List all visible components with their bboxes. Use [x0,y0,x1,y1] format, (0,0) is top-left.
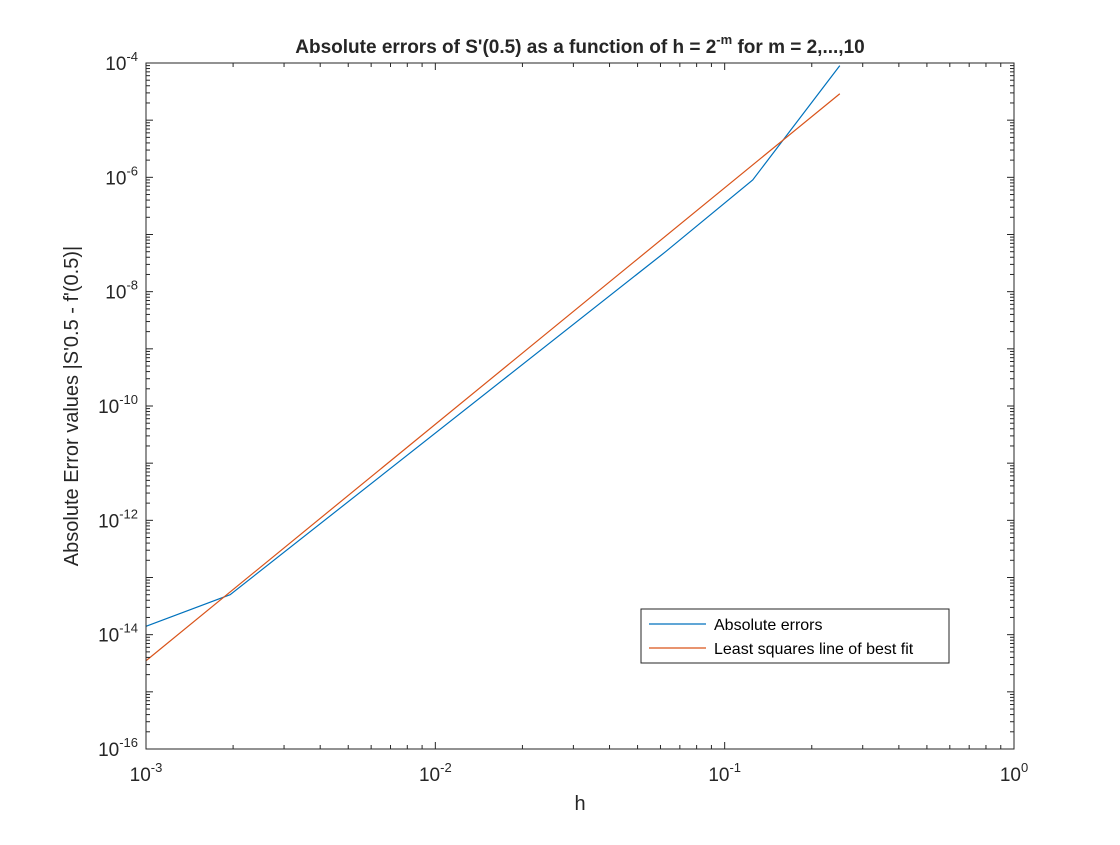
x-tick-label: 10-3 [130,760,163,786]
x-tick-label: 100 [1000,760,1028,786]
tick-marks [145,62,1015,750]
x-tick-labels: 10-3 10-2 10-1 100 [130,760,1029,786]
legend-label-absolute-errors: Absolute errors [714,617,823,634]
chart-title-suffix: for m = 2,...,10 [732,37,865,58]
legend-label-least-squares: Least squares line of best fit [714,641,914,658]
chart-title-prefix: Absolute errors of S'(0.5) as a function… [295,37,716,58]
chart-title-superscript: -m [716,32,732,47]
x-tick-label: 10-2 [419,760,452,786]
y-tick-label: 10-10 [98,392,138,418]
plot-frame [145,62,1015,750]
x-axis-label: h [574,793,585,815]
y-tick-label: 10-4 [105,49,138,75]
legend-box [640,608,950,664]
series-layer [145,65,841,662]
y-tick-label: 10-14 [98,621,138,647]
y-tick-label: 10-8 [105,278,138,304]
chart-title: Absolute errors of S'(0.5) as a function… [295,32,864,58]
y-tick-labels: 10-16 10-14 10-12 10-10 10-8 10-6 10-4 [98,49,138,761]
y-tick-label: 10-12 [98,506,138,532]
y-tick-label: 10-16 [98,735,138,761]
series-line-least-squares-fit [145,93,841,662]
x-tick-label: 10-1 [708,760,741,786]
y-axis-label: Absolute Error values |S'0.5 - f'(0.5)| [61,246,83,566]
legend: Absolute errors Least squares line of be… [640,608,950,664]
y-tick-label: 10-6 [105,163,138,189]
